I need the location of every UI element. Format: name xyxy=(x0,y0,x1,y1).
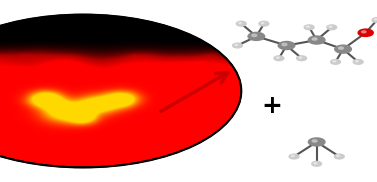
Circle shape xyxy=(299,57,302,58)
Circle shape xyxy=(308,138,325,146)
Circle shape xyxy=(239,22,242,24)
Circle shape xyxy=(304,25,314,30)
Circle shape xyxy=(252,34,257,37)
Circle shape xyxy=(261,22,264,24)
Circle shape xyxy=(334,154,344,159)
Circle shape xyxy=(358,29,373,36)
Circle shape xyxy=(331,60,340,64)
Circle shape xyxy=(233,43,242,48)
Circle shape xyxy=(0,15,241,167)
Circle shape xyxy=(327,25,337,30)
Circle shape xyxy=(235,44,238,46)
Circle shape xyxy=(236,21,246,26)
Circle shape xyxy=(372,18,377,22)
Circle shape xyxy=(314,163,317,164)
Circle shape xyxy=(248,32,265,40)
Circle shape xyxy=(259,21,269,26)
Circle shape xyxy=(308,36,325,44)
Circle shape xyxy=(329,26,332,27)
Circle shape xyxy=(312,140,317,142)
Circle shape xyxy=(312,38,317,40)
Circle shape xyxy=(282,43,287,46)
Circle shape xyxy=(307,26,310,27)
Circle shape xyxy=(297,56,307,61)
Circle shape xyxy=(312,161,322,166)
Circle shape xyxy=(274,56,284,61)
Circle shape xyxy=(337,155,340,157)
Circle shape xyxy=(374,19,377,20)
Circle shape xyxy=(356,61,359,62)
Text: +: + xyxy=(261,94,282,118)
Circle shape xyxy=(333,61,336,62)
Circle shape xyxy=(278,41,295,50)
Circle shape xyxy=(276,57,279,58)
Circle shape xyxy=(291,155,294,157)
Circle shape xyxy=(335,45,351,53)
Circle shape xyxy=(339,47,343,49)
Circle shape xyxy=(289,154,299,159)
Circle shape xyxy=(353,60,363,64)
Circle shape xyxy=(362,31,366,33)
